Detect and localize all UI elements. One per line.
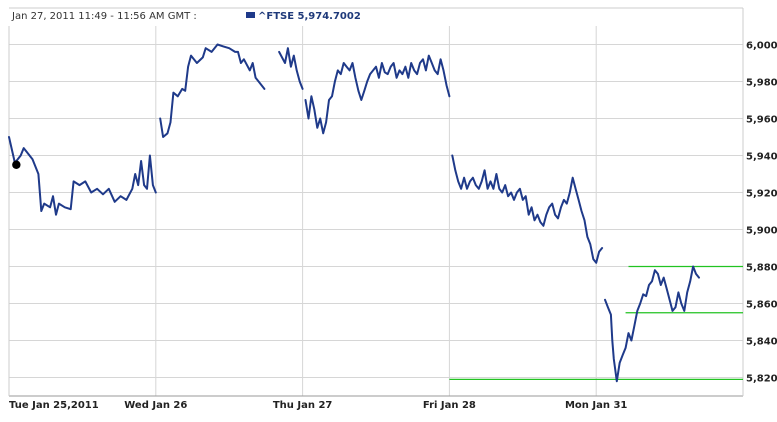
x-tick-label: Fri Jan 28 xyxy=(423,400,476,411)
series-line-segment xyxy=(604,265,700,383)
series-lines xyxy=(8,43,700,383)
y-tick-label: 5,900 xyxy=(746,226,777,237)
y-tick-label: 5,980 xyxy=(746,78,777,89)
y-tick-label: 5,880 xyxy=(746,263,777,274)
x-tick-label: Mon Jan 31 xyxy=(565,400,627,411)
legend-swatch xyxy=(246,12,255,18)
legend-label: ^FTSE 5,974.7002 xyxy=(258,11,361,22)
series-line-segment xyxy=(8,136,157,216)
y-tick-labels: 5,820 5,840 5,860 5,880 5,900 5,920 5,940 5,960… xyxy=(746,41,777,385)
data-marker-point xyxy=(12,160,21,169)
series-line-segment xyxy=(451,154,604,264)
series-line-segment xyxy=(159,43,266,138)
series-line-segment xyxy=(304,54,451,135)
grid-lines xyxy=(8,26,744,396)
x-tick-label: Wed Jan 26 xyxy=(124,400,187,411)
y-tick-label: 5,860 xyxy=(746,300,777,311)
timestamp-info: Jan 27, 2011 11:49 - 11:56 AM GMT : xyxy=(11,11,197,22)
x-tick-labels: Tue Jan 25,2011 Wed Jan 26 Thu Jan 27 Fri J… xyxy=(9,400,627,411)
plot-frame xyxy=(8,7,744,397)
header-bar: Jan 27, 2011 11:49 - 11:56 AM GMT : ^FTS… xyxy=(11,11,361,22)
y-tick-label: 5,920 xyxy=(746,189,777,200)
y-tick-label: 5,820 xyxy=(746,374,777,385)
y-tick-label: 5,940 xyxy=(746,152,777,163)
y-tick-label: 5,960 xyxy=(746,115,777,126)
series-line-segment xyxy=(278,47,304,90)
y-tick-label: 5,840 xyxy=(746,337,777,348)
x-tick-label: Thu Jan 27 xyxy=(273,400,333,411)
marker-group xyxy=(12,160,21,169)
y-tick-label: 6,000 xyxy=(746,41,777,52)
x-tick-label: Tue Jan 25,2011 xyxy=(9,400,99,411)
annotation-lines xyxy=(449,265,743,381)
